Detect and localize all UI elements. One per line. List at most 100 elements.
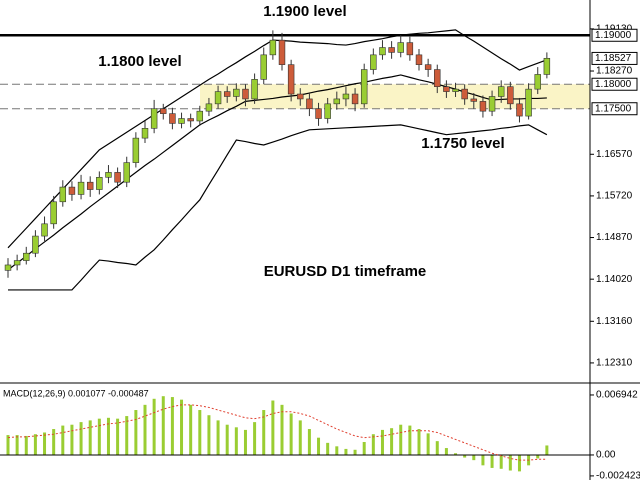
candle-body bbox=[479, 101, 487, 112]
macd-bar bbox=[289, 413, 293, 455]
level-box bbox=[591, 102, 638, 116]
macd-bar bbox=[317, 437, 321, 455]
macd-bar bbox=[517, 454, 521, 472]
macd-bar bbox=[271, 400, 275, 455]
macd-bar bbox=[225, 424, 229, 455]
macd-bar bbox=[298, 420, 302, 455]
candle-body bbox=[269, 39, 277, 56]
macd-bar bbox=[106, 417, 110, 455]
level-label: 1.19000 bbox=[595, 30, 632, 41]
macd-bar bbox=[536, 454, 540, 459]
macd-bar bbox=[326, 442, 330, 455]
candle-body bbox=[443, 86, 450, 92]
macd-bar bbox=[371, 434, 375, 455]
macd-bar bbox=[134, 410, 138, 455]
macd-bar bbox=[380, 429, 384, 455]
macd-bar bbox=[353, 449, 357, 455]
candle-body bbox=[205, 103, 213, 112]
macd-bar bbox=[79, 422, 83, 455]
macd-bar bbox=[70, 424, 74, 455]
y-tick-label: 1.14870 bbox=[596, 232, 633, 243]
annotation: EURUSD D1 timeframe bbox=[264, 263, 427, 280]
y-tick-label: -0.002423 bbox=[596, 471, 640, 480]
candle-body bbox=[351, 93, 359, 105]
candle-body bbox=[141, 128, 149, 139]
macd-bar bbox=[463, 454, 467, 458]
bollinger-upper bbox=[7, 29, 548, 249]
macd-bar bbox=[253, 422, 257, 455]
y-tick-label: 0.00 bbox=[596, 450, 616, 461]
macd-bar bbox=[545, 445, 549, 455]
candle-body bbox=[333, 98, 341, 105]
candle-body bbox=[370, 54, 377, 70]
macd-bar bbox=[307, 429, 311, 455]
candle-body bbox=[233, 88, 240, 97]
candle-body bbox=[507, 86, 514, 105]
candle-body bbox=[13, 260, 21, 266]
candle-body bbox=[461, 88, 468, 100]
macd-bar bbox=[435, 441, 439, 455]
candle-body bbox=[297, 93, 304, 100]
candle-body bbox=[388, 47, 395, 53]
macd-bar bbox=[43, 432, 47, 455]
candle-body bbox=[452, 88, 459, 92]
macd-bar bbox=[243, 429, 247, 455]
candle-body bbox=[415, 54, 423, 65]
candle-body bbox=[306, 98, 313, 110]
y-tick-label: 1.16570 bbox=[596, 149, 633, 160]
level-zone bbox=[200, 84, 590, 109]
macd-bar bbox=[408, 425, 412, 455]
candle-body bbox=[23, 252, 30, 261]
candle-body bbox=[169, 113, 176, 124]
current-price-label: 1.18527 bbox=[595, 53, 632, 64]
candle-body bbox=[379, 47, 386, 56]
macd-bar bbox=[490, 454, 494, 468]
candle-body bbox=[114, 172, 121, 183]
macd-bar bbox=[234, 427, 238, 455]
macd-bar bbox=[161, 396, 165, 455]
candle-body bbox=[534, 74, 541, 90]
macd-bar bbox=[15, 435, 19, 455]
candle-body bbox=[360, 69, 368, 105]
macd-bar bbox=[125, 416, 129, 455]
candle-body bbox=[123, 162, 130, 183]
candle-body bbox=[178, 118, 185, 124]
macd-bar bbox=[417, 429, 421, 455]
candle-body bbox=[41, 223, 48, 237]
candle-body bbox=[497, 86, 505, 97]
macd-bar bbox=[508, 454, 512, 471]
candle-body bbox=[434, 69, 441, 87]
macd-bar bbox=[454, 453, 458, 455]
y-tick-label: 1.18270 bbox=[596, 66, 633, 77]
macd-bar bbox=[207, 415, 211, 455]
macd-bar bbox=[216, 420, 220, 455]
level-label: 1.18000 bbox=[595, 79, 632, 90]
candle-body bbox=[187, 118, 194, 122]
macd-label: MACD(12,26,9) 0.001077 -0.000487 bbox=[3, 388, 149, 398]
candle-body bbox=[543, 57, 551, 75]
macd-bar bbox=[262, 410, 266, 455]
macd-bar bbox=[33, 434, 37, 455]
candle-body bbox=[4, 264, 12, 271]
candle-body bbox=[488, 96, 496, 112]
macd-bar bbox=[116, 418, 120, 455]
macd-bar bbox=[344, 448, 348, 455]
macd-bar bbox=[335, 446, 339, 455]
annotation: 1.1900 level bbox=[263, 3, 346, 20]
y-tick-label: 1.13160 bbox=[596, 316, 633, 327]
candle-body bbox=[406, 42, 414, 56]
candle-body bbox=[242, 88, 249, 100]
bollinger-lower bbox=[8, 124, 548, 291]
current-price-box bbox=[591, 51, 638, 65]
y-tick-label: 1.12310 bbox=[596, 358, 633, 369]
macd-bar bbox=[52, 429, 56, 455]
macd-bar bbox=[61, 425, 65, 455]
y-tick-label: 1.14020 bbox=[596, 274, 633, 285]
candle-body bbox=[96, 176, 103, 190]
macd-bar bbox=[143, 404, 147, 455]
macd-bar bbox=[6, 435, 10, 455]
macd-bar bbox=[280, 404, 284, 455]
candle-body bbox=[525, 88, 532, 117]
macd-bar bbox=[189, 404, 193, 455]
